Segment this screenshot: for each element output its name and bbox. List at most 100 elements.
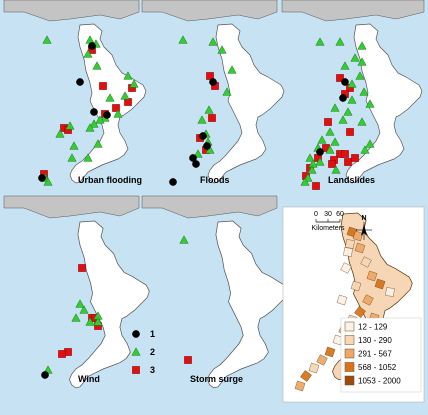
event-marker-2 xyxy=(359,87,369,96)
neighbour-region xyxy=(141,195,278,219)
scale-tick-label: 60 xyxy=(336,211,344,218)
event-marker-1 xyxy=(132,330,140,338)
event-marker-2 xyxy=(93,317,103,326)
event-marker-2 xyxy=(67,153,77,162)
municipality-patch xyxy=(343,247,353,257)
municipality-patch xyxy=(340,262,352,274)
event-marker-2 xyxy=(217,45,227,54)
municipality-patch xyxy=(324,346,336,358)
event-marker-2 xyxy=(120,91,130,100)
municipality-patch xyxy=(316,354,328,366)
event-marker-1 xyxy=(199,132,207,140)
event-marker-1 xyxy=(192,160,200,168)
event-marker-1 xyxy=(209,78,217,86)
event-marker-2 xyxy=(55,129,65,138)
map-panel-wind: Wind xyxy=(3,195,150,389)
municipality-patch xyxy=(362,294,374,306)
municipality-patch xyxy=(300,370,312,382)
event-marker-2 xyxy=(83,153,93,162)
region-outline xyxy=(69,23,147,184)
event-marker-2 xyxy=(105,93,115,102)
event-marker-2 xyxy=(93,139,103,148)
municipality-patch xyxy=(345,239,355,249)
event-marker-3 xyxy=(341,150,349,158)
event-marker-2 xyxy=(179,235,189,244)
density-swatch xyxy=(344,375,355,386)
municipality-patch xyxy=(294,380,306,392)
event-marker-2 xyxy=(365,99,375,108)
panel-title: Landslides xyxy=(328,175,375,185)
scale-tick-label: 0 xyxy=(314,211,318,218)
event-marker-3 xyxy=(184,356,192,364)
event-marker-2 xyxy=(208,37,218,46)
municipality-patch xyxy=(374,278,386,290)
density-swatch xyxy=(344,321,355,332)
event-marker-2 xyxy=(330,137,340,146)
event-marker-2 xyxy=(335,37,345,46)
map-panel-storm: Storm surge xyxy=(141,195,288,389)
neighbour-region xyxy=(141,0,278,22)
event-marker-3 xyxy=(58,350,66,358)
map-panel-landslides: Landslides xyxy=(281,0,425,190)
density-swatch xyxy=(344,362,355,372)
neighbour-region xyxy=(3,0,140,22)
event-marker-2 xyxy=(307,165,317,174)
map-panel-urban: Urban flooding xyxy=(3,0,147,186)
municipality-patch xyxy=(366,270,378,282)
density-class-label: 130 - 290 xyxy=(358,336,392,345)
municipality-patch xyxy=(360,256,372,268)
event-marker-3 xyxy=(99,82,107,90)
event-marker-2 xyxy=(222,87,232,96)
region-outline xyxy=(206,220,288,389)
event-marker-3 xyxy=(78,264,86,272)
population-density-map: 0 30 60 Kilometers N 12 - 129 130 - 290 291 - 5… xyxy=(282,206,425,403)
event-marker-3 xyxy=(346,128,354,136)
event-marker-2 xyxy=(131,347,141,356)
event-marker-2 xyxy=(357,57,367,66)
hazard-panels: Urban flooding Floods Landslides Wind Storm … xyxy=(3,0,425,389)
legend-label-2: 2 xyxy=(150,347,155,357)
event-marker-2 xyxy=(343,107,353,116)
density-class-label: 12 - 129 xyxy=(358,323,388,332)
event-marker-2 xyxy=(75,299,85,308)
event-marker-2 xyxy=(65,121,75,130)
event-marker-2 xyxy=(347,79,357,88)
legend-label-3: 3 xyxy=(150,365,155,375)
event-marker-2 xyxy=(340,61,350,70)
event-marker-3 xyxy=(312,182,320,190)
event-marker-2 xyxy=(92,61,102,70)
panel-title: Storm surge xyxy=(190,374,243,384)
event-marker-2 xyxy=(317,135,327,144)
event-marker-3 xyxy=(132,366,140,374)
event-marker-2 xyxy=(331,165,341,174)
neighbour-region xyxy=(3,195,140,219)
event-marker-3 xyxy=(324,118,332,126)
scale-tick-label: 30 xyxy=(324,211,332,218)
scale-unit-label: Kilometers xyxy=(311,225,345,232)
panel-title: Urban flooding xyxy=(78,175,142,185)
event-marker-3 xyxy=(344,158,352,166)
event-marker-2 xyxy=(95,115,105,124)
density-class-label: 568 - 1052 xyxy=(358,363,397,372)
municipality-patch xyxy=(336,294,348,306)
region-outline xyxy=(207,23,285,184)
neighbour-region xyxy=(281,0,425,22)
event-marker-1 xyxy=(203,142,211,150)
event-marker-1 xyxy=(341,78,349,86)
map-panel-floods: Floods xyxy=(141,0,285,186)
event-marker-2 xyxy=(204,105,214,114)
event-marker-2 xyxy=(129,79,139,88)
density-swatch xyxy=(344,348,355,359)
municipality-patch xyxy=(350,280,362,292)
event-marker-1 xyxy=(76,78,84,86)
municipality-patch xyxy=(354,242,366,254)
event-marker-2 xyxy=(355,71,365,80)
event-marker-1 xyxy=(88,42,96,50)
event-marker-3 xyxy=(328,160,336,168)
event-marker-2 xyxy=(89,119,99,128)
event-marker-2 xyxy=(357,41,367,50)
event-marker-2 xyxy=(197,115,207,124)
event-marker-2 xyxy=(357,117,367,126)
